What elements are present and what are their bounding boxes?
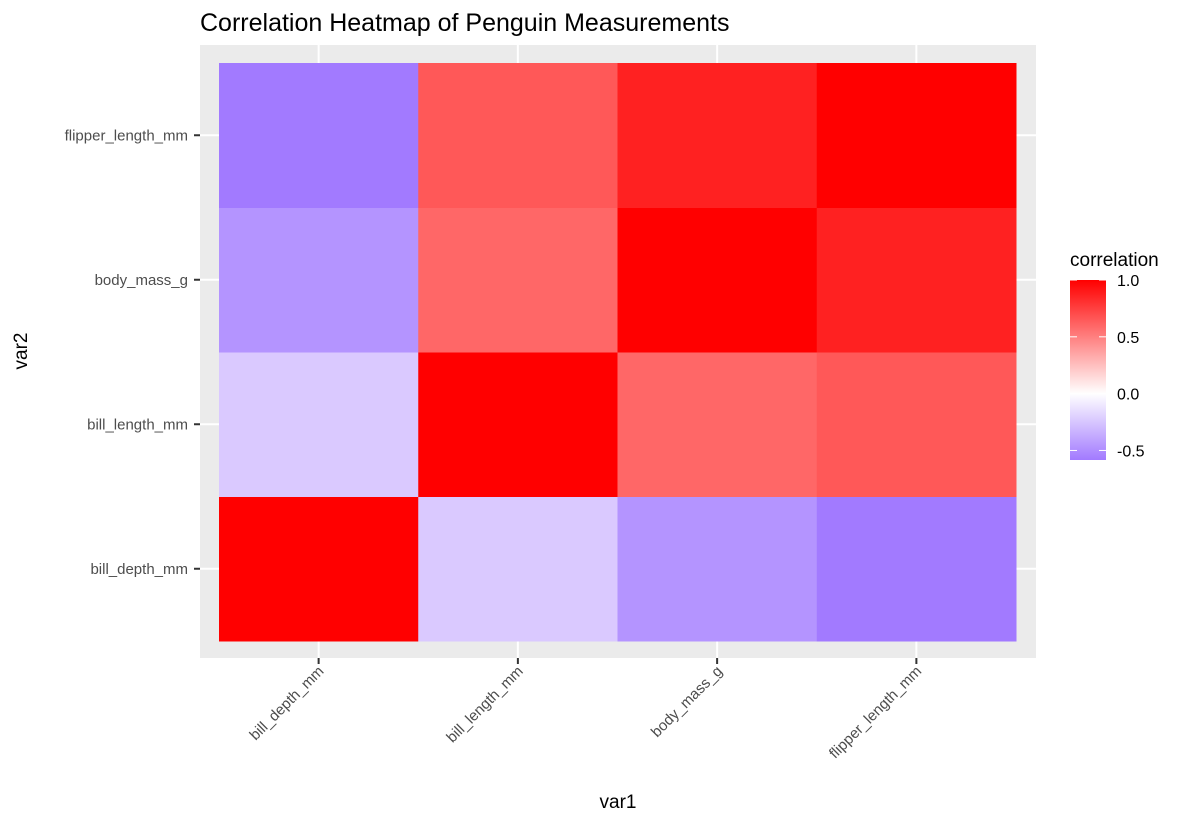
heatmap-cell xyxy=(219,352,419,497)
heatmap-cell xyxy=(816,496,1017,642)
heatmap-cell xyxy=(418,352,618,497)
heatmap-cell xyxy=(418,63,618,208)
heatmap-cell xyxy=(219,496,419,642)
x-tick-label: bill_length_mm xyxy=(443,663,526,746)
heatmap-cell xyxy=(816,352,1017,497)
chart-title: Correlation Heatmap of Penguin Measureme… xyxy=(200,9,729,37)
y-tick-label: bill_length_mm xyxy=(87,416,188,433)
heatmap-cell xyxy=(816,207,1017,353)
x-axis-label: var1 xyxy=(600,792,637,813)
y-tick-label: bill_depth_mm xyxy=(90,561,188,578)
x-tick-label: body_mass_g xyxy=(648,663,726,741)
legend-tick-label: 1.0 xyxy=(1117,273,1139,290)
heatmap-cell xyxy=(219,63,419,208)
heatmap-cell xyxy=(617,352,818,497)
legend-title: correlation xyxy=(1070,250,1159,271)
heatmap-cell xyxy=(617,207,818,353)
legend-tick-label: 0.5 xyxy=(1117,330,1139,347)
heatmap-cell xyxy=(816,63,1017,208)
y-tick-label: flipper_length_mm xyxy=(65,127,188,144)
heatmap-cell xyxy=(418,207,618,353)
x-tick-label: bill_depth_mm xyxy=(246,663,327,744)
y-axis-label: var2 xyxy=(11,333,32,370)
legend-tick-label: 0.0 xyxy=(1117,387,1139,404)
heatmap-cell xyxy=(219,207,419,353)
heatmap-cell xyxy=(617,63,818,208)
heatmap-cell xyxy=(617,496,818,642)
legend-tick-label: -0.5 xyxy=(1117,443,1145,460)
legend-colorbar xyxy=(1070,280,1106,460)
y-tick-label: body_mass_g xyxy=(95,272,188,289)
x-tick-label: flipper_length_mm xyxy=(826,663,925,762)
heatmap-cell xyxy=(418,496,618,642)
